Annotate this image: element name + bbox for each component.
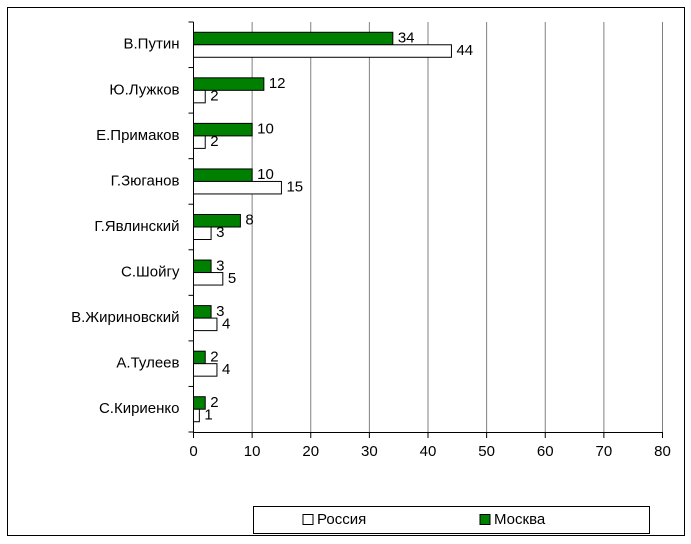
legend-box <box>253 506 650 534</box>
bar <box>193 31 394 46</box>
x-tick-label: 30 <box>361 443 378 460</box>
value-label: 1 <box>204 406 212 423</box>
bar <box>193 350 206 365</box>
value-label: 3 <box>216 224 224 241</box>
legend-label: Россия <box>317 511 366 528</box>
value-label: 10 <box>257 121 274 138</box>
y-tick-label: С.Шойгу <box>121 264 180 281</box>
value-label: 2 <box>210 133 218 150</box>
bar <box>193 135 206 149</box>
bar <box>193 168 253 182</box>
value-label: 8 <box>245 212 253 229</box>
bar <box>193 408 200 423</box>
bar <box>193 214 241 228</box>
value-label: 4 <box>222 315 230 332</box>
value-label: 3 <box>216 303 224 320</box>
x-tick-label: 80 <box>654 443 671 460</box>
x-tick-label: 60 <box>537 443 554 460</box>
y-tick-label: С.Кириенко <box>99 400 180 417</box>
x-tick-label: 0 <box>189 443 197 460</box>
bar <box>193 77 265 91</box>
value-label: 4 <box>222 361 230 378</box>
x-tick-label: 70 <box>596 443 613 460</box>
bar <box>193 272 224 286</box>
value-label: 44 <box>456 42 473 59</box>
chart-border <box>7 7 685 536</box>
bar <box>193 259 212 274</box>
x-tick-label: 50 <box>478 443 495 460</box>
value-label: 3 <box>216 257 224 274</box>
bar <box>193 89 206 104</box>
x-tick-label: 10 <box>244 443 261 460</box>
value-label: 15 <box>286 179 303 196</box>
value-label: 2 <box>210 88 218 105</box>
bar <box>193 122 253 137</box>
bar <box>193 317 218 332</box>
y-tick-label: Г.Явлинский <box>94 218 179 235</box>
value-label: 2 <box>210 394 218 411</box>
legend-swatch <box>302 514 314 525</box>
value-label: 12 <box>269 75 286 92</box>
bar <box>193 44 452 58</box>
y-tick-label: Ю.Лужков <box>109 81 179 98</box>
bar <box>193 305 212 319</box>
y-tick-label: В.Путин <box>124 36 180 53</box>
x-tick-label: 40 <box>420 443 437 460</box>
value-label: 5 <box>228 270 236 287</box>
y-tick-label: В.Жириновский <box>71 309 179 326</box>
legend-swatch <box>479 514 491 525</box>
bar <box>193 363 218 377</box>
x-tick-label: 20 <box>302 443 319 460</box>
bar <box>193 180 282 195</box>
value-label: 2 <box>210 348 218 365</box>
y-tick-label: Е.Примаков <box>96 127 179 144</box>
value-label: 34 <box>398 29 415 46</box>
bar <box>193 226 212 240</box>
legend-label: Москва <box>494 511 546 528</box>
y-tick-label: Г.Зюганов <box>111 172 180 189</box>
y-tick-label: А.Тулеев <box>116 355 179 372</box>
value-label: 10 <box>257 166 274 183</box>
